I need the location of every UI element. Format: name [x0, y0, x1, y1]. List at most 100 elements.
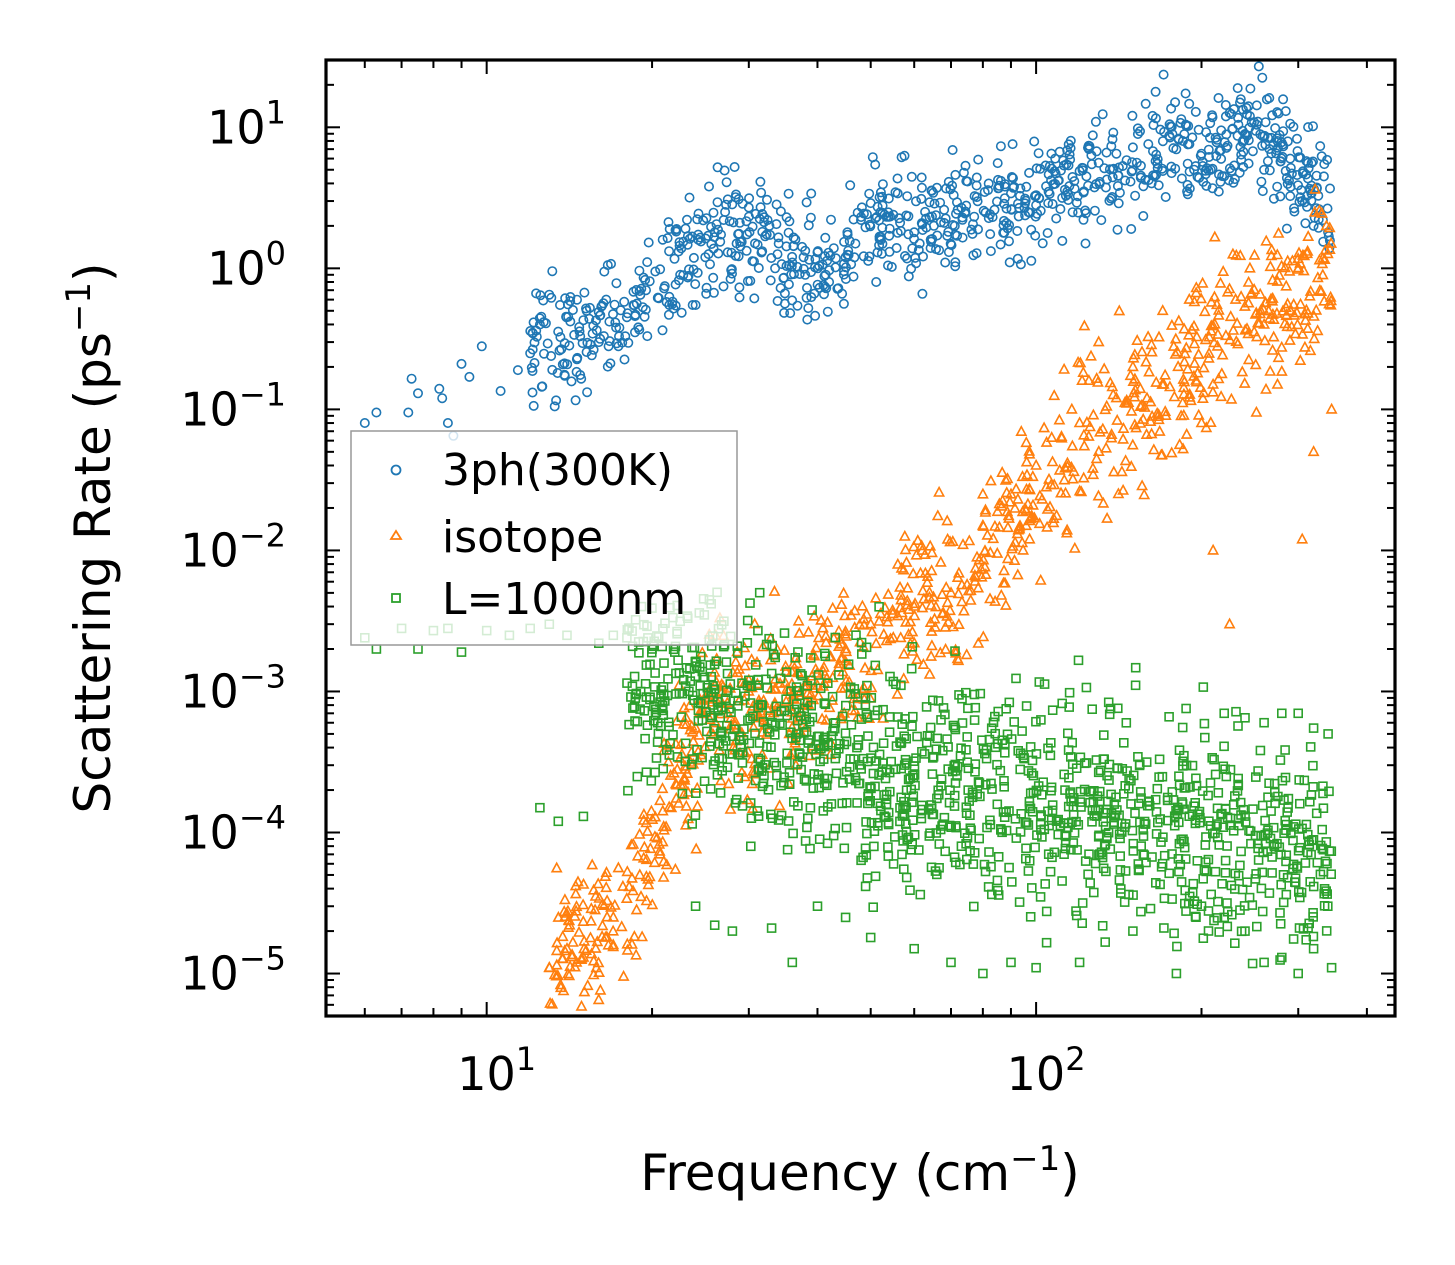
data-point — [700, 233, 711, 244]
data-point — [950, 821, 961, 831]
data-point — [1125, 176, 1136, 187]
data-point — [848, 271, 859, 282]
data-point — [1211, 339, 1224, 351]
data-point — [826, 731, 837, 741]
data-point — [901, 802, 911, 813]
data-point — [1232, 130, 1243, 141]
data-point — [1305, 876, 1315, 887]
data-point — [1311, 324, 1324, 336]
data-point — [874, 601, 884, 612]
data-point — [743, 675, 754, 686]
data-point — [962, 832, 973, 843]
data-point — [653, 844, 666, 856]
data-point — [963, 534, 976, 546]
data-point — [993, 738, 1003, 749]
data-point — [868, 742, 879, 753]
data-point — [841, 822, 852, 833]
data-point — [925, 639, 938, 651]
data-point — [883, 193, 894, 204]
data-point — [1307, 445, 1320, 457]
data-point — [753, 625, 763, 636]
data-point — [1133, 865, 1144, 876]
data-point — [877, 238, 888, 249]
data-point — [985, 246, 996, 257]
data-point — [598, 331, 609, 342]
data-point — [1119, 788, 1129, 799]
data-point — [607, 924, 620, 936]
data-point — [1182, 328, 1195, 340]
data-point — [683, 264, 694, 275]
data-point — [979, 859, 990, 870]
data-point — [558, 905, 571, 917]
data-point — [868, 768, 879, 779]
data-point — [1011, 833, 1022, 843]
data-point — [1078, 439, 1091, 451]
data-point — [1266, 273, 1279, 285]
data-point — [969, 191, 980, 202]
data-point — [1026, 768, 1037, 778]
data-point — [1072, 191, 1083, 202]
data-point — [1296, 532, 1309, 544]
data-point — [688, 252, 699, 263]
data-point — [1091, 146, 1102, 157]
data-point — [945, 586, 957, 598]
data-point — [1045, 750, 1056, 761]
data-point — [999, 781, 1010, 792]
data-point — [963, 763, 974, 774]
data-point — [802, 697, 813, 708]
data-point — [535, 802, 545, 813]
data-point — [950, 778, 961, 788]
data-point — [1012, 226, 1023, 237]
data-point — [1071, 763, 1082, 774]
data-point — [928, 612, 941, 624]
data-point — [781, 667, 792, 677]
data-point — [662, 755, 675, 767]
data-point — [640, 816, 653, 828]
data-point — [1135, 787, 1146, 797]
data-point — [989, 594, 1002, 606]
data-point — [1273, 791, 1283, 802]
data-point — [709, 723, 719, 734]
data-point — [442, 417, 453, 428]
data-point — [839, 236, 850, 247]
data-point — [909, 943, 920, 954]
data-point — [980, 779, 991, 790]
data-point — [870, 637, 883, 649]
data-point — [1166, 121, 1177, 132]
data-point — [875, 801, 886, 812]
data-point — [1106, 789, 1116, 800]
data-point — [1105, 428, 1118, 439]
data-point — [766, 923, 777, 933]
data-point — [1230, 938, 1240, 949]
data-point — [820, 269, 831, 280]
data-point — [999, 747, 1010, 758]
data-point — [1047, 199, 1058, 210]
data-point — [1048, 389, 1061, 401]
data-point — [1200, 732, 1210, 743]
data-point — [1244, 122, 1255, 133]
data-point — [739, 724, 749, 734]
data-point — [965, 823, 976, 834]
data-point — [1256, 176, 1267, 187]
data-point — [971, 172, 982, 183]
data-point — [1016, 470, 1029, 482]
data-point — [911, 534, 924, 545]
data-point — [869, 841, 879, 852]
data-point — [587, 968, 600, 980]
data-point — [755, 755, 766, 766]
data-point — [1047, 512, 1060, 523]
data-point — [1188, 878, 1199, 889]
data-point — [1087, 816, 1097, 827]
data-point — [437, 393, 448, 404]
data-point — [877, 627, 890, 639]
data-point — [1184, 98, 1195, 109]
data-point — [1047, 705, 1058, 716]
data-point — [1077, 918, 1087, 929]
data-point — [1025, 742, 1036, 752]
data-point — [676, 307, 687, 318]
data-point — [748, 256, 759, 267]
data-point — [1162, 815, 1173, 826]
data-point — [1085, 349, 1097, 361]
data-point — [851, 630, 861, 641]
data-point — [950, 759, 961, 770]
